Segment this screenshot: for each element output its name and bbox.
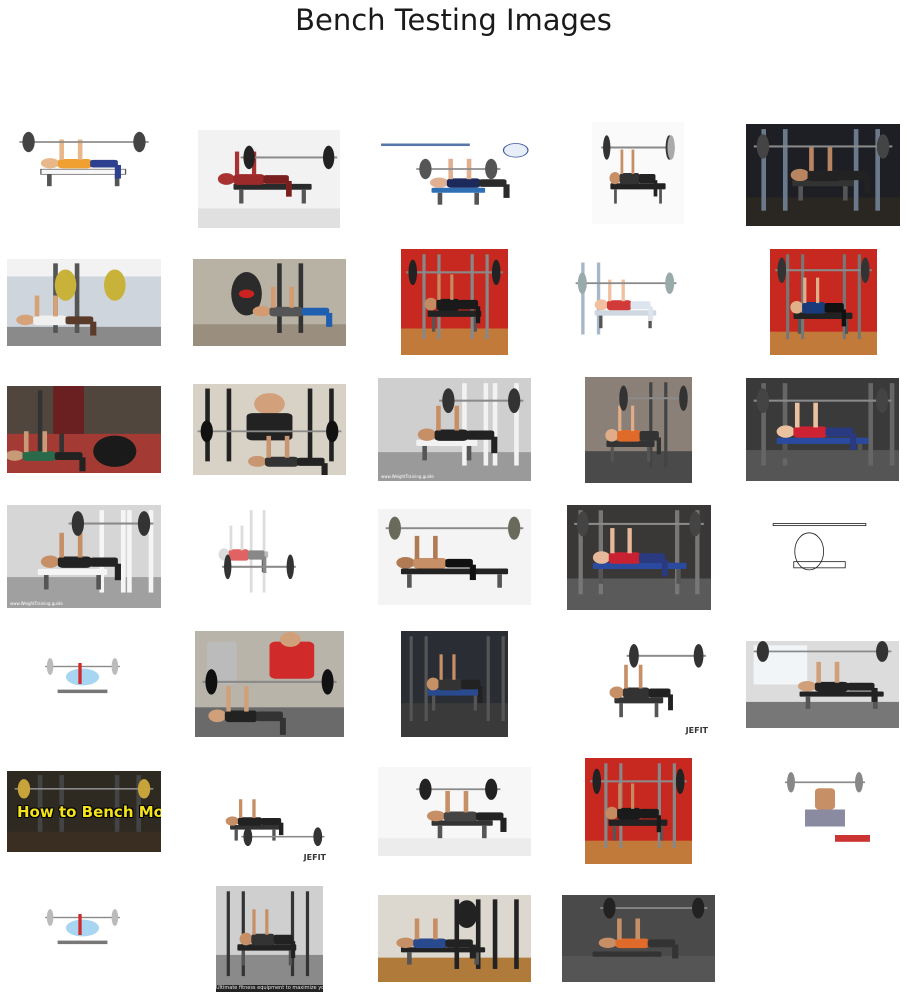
thumbnail-red-wall-woman-bench-press[interactable] xyxy=(770,249,877,355)
thumbnail-gym-bench-press-blue-shoes[interactable] xyxy=(193,259,346,346)
thumbnail-image xyxy=(401,631,508,737)
thumbnail-man-incline-press-white-bg-2[interactable]: JEFIT xyxy=(219,786,330,864)
thumbnail-image xyxy=(746,378,899,481)
thumbnail-dark-gym-blue-bench[interactable] xyxy=(401,631,508,737)
thumbnail-image xyxy=(213,505,305,608)
thumbnail-diagram-incline-bench[interactable] xyxy=(378,135,531,220)
watermark-text: www.WeightTraining.guide xyxy=(381,474,434,479)
thumbnail-image xyxy=(216,886,323,992)
thumbnail-image xyxy=(7,125,161,210)
brand-logo-text: JEFIT xyxy=(685,726,708,735)
thumbnail-red-wall-bench-press-2[interactable] xyxy=(585,758,692,864)
thumbnail-white-machine-incline-press[interactable]: www.WeightTraining.guide xyxy=(378,378,531,481)
thumbnail-gym-decline-bench-equipment[interactable]: Ultimate fitness equipment to maximize y… xyxy=(216,886,323,992)
thumbnail-image xyxy=(592,122,684,224)
thumbnail-trainer-spotting-bench[interactable] xyxy=(193,384,346,475)
thumbnail-illustration-muscles-press[interactable] xyxy=(775,767,875,852)
thumbnail-white-machine-incline-press-2[interactable]: www.WeightTraining.guide xyxy=(7,505,161,608)
thumbnail-photo-bench-press-white-bg[interactable] xyxy=(592,122,684,224)
thumbnail-man-bench-press-white-bg[interactable] xyxy=(378,509,531,605)
thumbnail-gym-incline-press-orange[interactable] xyxy=(562,895,715,982)
thumbnail-image xyxy=(7,771,161,852)
thumbnail-image xyxy=(378,767,531,856)
thumbnail-image xyxy=(770,249,877,355)
thumbnail-trainer-red-shirt-spotting[interactable] xyxy=(195,631,344,737)
thumbnail-diagram-blue-muscles-bench[interactable] xyxy=(41,649,124,719)
brand-logo-text: JEFIT xyxy=(303,853,326,862)
thumbnail-3d-muscle-model-bench-press[interactable] xyxy=(198,130,340,228)
thumbnail-gym-wood-floor-bench[interactable] xyxy=(378,895,531,982)
footer-banner: Ultimate fitness equipment to maximize y… xyxy=(216,985,323,992)
thumbnail-image xyxy=(378,509,531,605)
thumbnail-image xyxy=(198,130,340,228)
thumbnail-image xyxy=(585,758,692,864)
thumbnail-outline-sketch-bench-press[interactable] xyxy=(768,505,871,608)
thumbnail-image xyxy=(746,124,900,226)
thumbnail-image xyxy=(219,786,330,864)
thumbnail-image xyxy=(775,767,875,852)
thumbnail-image xyxy=(41,900,124,970)
thumbnail-window-gym-bench-press[interactable] xyxy=(746,641,899,728)
thumbnail-image xyxy=(570,258,682,348)
thumbnail-woman-incline-press-gym[interactable] xyxy=(585,377,692,483)
thumbnail-line-drawing-bench-press[interactable] xyxy=(7,125,161,210)
watermark-text: www.WeightTraining.guide xyxy=(10,601,63,606)
thumbnail-dark-gym-bench-press[interactable] xyxy=(746,124,900,226)
thumbnail-image xyxy=(195,631,344,737)
thumbnail-image xyxy=(193,259,346,346)
thumbnail-image xyxy=(590,638,712,737)
thumbnail-image xyxy=(7,505,161,608)
video-caption: How to Bench More! xyxy=(17,802,161,821)
thumbnail-illustration-decline-press[interactable] xyxy=(213,505,305,608)
thumbnail-image xyxy=(378,135,531,220)
thumbnail-image xyxy=(585,377,692,483)
thumbnail-woman-red-top-blue-bench[interactable] xyxy=(567,505,711,610)
thumbnail-image xyxy=(562,895,715,982)
thumbnail-image xyxy=(378,895,531,982)
thumbnail-illustration-rack-bench-press[interactable] xyxy=(570,258,682,348)
thumbnail-diagram-blue-muscles-bench-2[interactable] xyxy=(41,900,124,970)
thumbnail-image xyxy=(7,259,161,346)
thumbnail-image xyxy=(768,505,871,608)
thumbnail-image xyxy=(193,384,346,475)
thumbnail-man-incline-press-white-bg[interactable]: JEFIT xyxy=(590,638,712,737)
thumbnail-woman-blue-bench-gym[interactable] xyxy=(746,378,899,481)
thumbnail-image xyxy=(378,378,531,481)
thumbnail-red-wall-bench-press[interactable] xyxy=(401,249,508,355)
thumbnail-image xyxy=(401,249,508,355)
thumbnail-red-floor-gym-bench[interactable] xyxy=(7,386,161,473)
thumbnail-gym-bench-press-yellow-plates[interactable] xyxy=(7,259,161,346)
thumbnail-image xyxy=(7,386,161,473)
thumbnail-image xyxy=(746,641,899,728)
thumbnail-how-to-bench-more-video[interactable]: How to Bench More! xyxy=(7,771,161,852)
thumbnail-man-flat-bench-white-bg[interactable] xyxy=(378,767,531,856)
thumbnail-image xyxy=(567,505,711,610)
thumbnail-image xyxy=(41,649,124,719)
figure-title: Bench Testing Images xyxy=(295,3,612,37)
